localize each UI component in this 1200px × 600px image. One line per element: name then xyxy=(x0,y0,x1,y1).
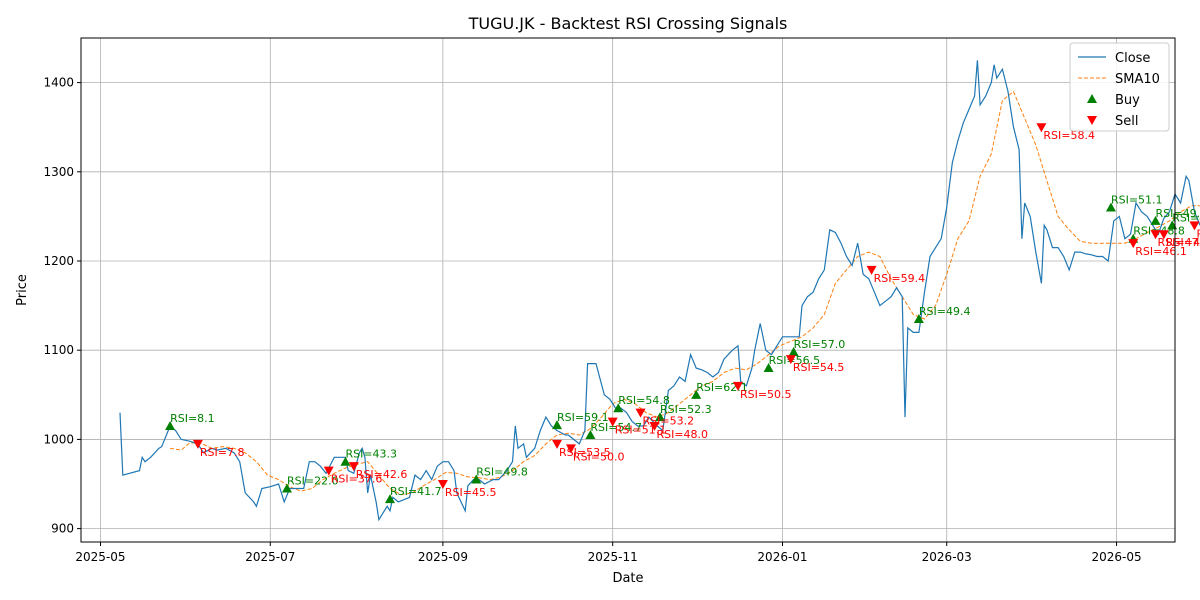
sell-annotation: RSI=47.4 xyxy=(1158,236,1200,249)
buy-marker xyxy=(613,403,624,413)
buy-annotation: RSI=59.1 xyxy=(557,411,609,424)
sell-annotation: RSI=58.4 xyxy=(1043,129,1095,142)
buy-annotation: RSI=52.3 xyxy=(660,403,712,416)
sell-marker xyxy=(607,417,618,427)
series-line-sma10 xyxy=(170,90,1200,496)
sell-annotation: RSI=59.4 xyxy=(874,272,926,285)
x-axis-label: Date xyxy=(612,571,643,586)
x-tick-label: 2026-01 xyxy=(757,550,807,564)
legend-label: SMA10 xyxy=(1115,72,1160,87)
sell-marker xyxy=(192,439,203,449)
sell-annotation: RSI=48.0 xyxy=(656,428,708,441)
sell-annotation: RSI=50.5 xyxy=(740,388,792,401)
buy-annotation: RSI=49.8 xyxy=(476,466,528,479)
sell-marker xyxy=(552,439,563,449)
sell-marker xyxy=(866,265,877,275)
x-tick-label: 2025-11 xyxy=(588,550,638,564)
buy-marker xyxy=(384,494,395,504)
buy-annotation: RSI=43.3 xyxy=(345,448,397,461)
buy-marker xyxy=(1150,215,1161,225)
legend-swatch-buy xyxy=(1087,94,1097,103)
buy-marker xyxy=(552,420,563,430)
buy-annotation: RSI=56.5 xyxy=(769,354,821,367)
buy-marker xyxy=(691,389,702,399)
legend-label: Buy xyxy=(1115,93,1140,108)
legend-label: Sell xyxy=(1115,114,1138,129)
buy-marker xyxy=(913,313,924,323)
y-tick-label: 1300 xyxy=(43,165,74,179)
sell-annotation: RSI=47.3 xyxy=(1166,236,1200,249)
x-tick-label: 2026-03 xyxy=(922,550,972,564)
sell-annotation: RSI=50.0 xyxy=(573,450,625,463)
sell-marker xyxy=(565,444,576,454)
buy-marker xyxy=(281,483,292,493)
plot-area: RSI=8.1 RSI=22.0 RSI=43.3 RSI=41.7 RSI=49.8 R… xyxy=(119,60,1200,522)
y-axis: 900 1000 1100 1200 1300 1400 xyxy=(43,76,81,536)
y-axis-label: Price xyxy=(15,274,30,306)
plot-frame xyxy=(80,37,1176,543)
y-tick-label: 1000 xyxy=(43,432,74,446)
buy-marker xyxy=(340,456,351,466)
buy-annotation: RSI=49.4 xyxy=(919,305,971,318)
sell-marker xyxy=(1036,123,1047,133)
buy-marker xyxy=(655,412,666,422)
sell-marker xyxy=(348,462,359,472)
buy-annotation: RSI=22.0 xyxy=(287,474,339,487)
buy-annotation: RSI=51.1 xyxy=(1111,193,1163,206)
y-tick-label: 900 xyxy=(51,522,74,536)
sell-annotation: RSI=46.8 xyxy=(1196,227,1200,240)
legend-label: Close xyxy=(1115,51,1150,66)
series-line-close xyxy=(119,60,1200,522)
buy-marker xyxy=(763,363,774,373)
buy-annotation: RSI=49.3 xyxy=(1172,211,1200,224)
buy-annotation: RSI=54.8 xyxy=(618,394,670,407)
buy-marker xyxy=(471,474,482,484)
sell-marker xyxy=(635,408,646,418)
sell-marker xyxy=(732,381,743,391)
sell-marker xyxy=(437,480,448,490)
grid xyxy=(81,38,1175,542)
buy-annotation: RSI=57.0 xyxy=(794,338,846,351)
buy-annotation: RSI=54.7 xyxy=(590,421,642,434)
buy-annotation: RSI=49.6 xyxy=(1156,207,1200,220)
sell-annotation: RSI=54.5 xyxy=(793,361,845,374)
sell-annotation: RSI=45.5 xyxy=(445,486,497,499)
sell-annotation: RSI=37.6 xyxy=(331,473,383,486)
sell-annotation: RSI=42.6 xyxy=(356,468,408,481)
sell-annotation: RSI=53.2 xyxy=(643,415,695,428)
sell-marker xyxy=(1150,230,1161,240)
sell-annotation: RSI=7.8 xyxy=(200,446,245,459)
x-axis: 2025-05 2025-07 2025-09 2025-11 2026-01 2026-… xyxy=(75,542,1142,564)
x-tick-label: 2025-09 xyxy=(418,550,468,564)
legend: Close SMA10 Buy Sell xyxy=(1069,42,1170,132)
x-tick-label: 2025-07 xyxy=(245,550,295,564)
legend-swatch-sell xyxy=(1087,116,1097,125)
x-tick-label: 2025-05 xyxy=(75,550,125,564)
buy-marker xyxy=(165,421,176,431)
sell-marker xyxy=(323,466,334,476)
sell-marker xyxy=(1189,221,1200,231)
y-tick-label: 1400 xyxy=(43,76,74,90)
legend-box xyxy=(1069,42,1170,132)
buy-annotation: RSI=41.7 xyxy=(390,485,442,498)
sell-marker xyxy=(1158,230,1169,240)
buy-marker xyxy=(585,429,596,439)
y-tick-label: 1200 xyxy=(43,254,74,268)
buy-marker xyxy=(788,346,799,356)
sell-marker xyxy=(1128,239,1139,249)
buy-annotation: RSI=8.1 xyxy=(170,412,215,425)
x-tick-label: 2026-05 xyxy=(1091,550,1141,564)
sell-marker xyxy=(649,422,660,432)
sell-annotation: RSI=46.1 xyxy=(1135,245,1187,258)
buy-marker xyxy=(1105,202,1116,212)
sell-marker xyxy=(785,355,796,365)
chart-title: TUGU.JK - Backtest RSI Crossing Signals xyxy=(468,14,788,33)
y-tick-label: 1100 xyxy=(43,343,74,357)
